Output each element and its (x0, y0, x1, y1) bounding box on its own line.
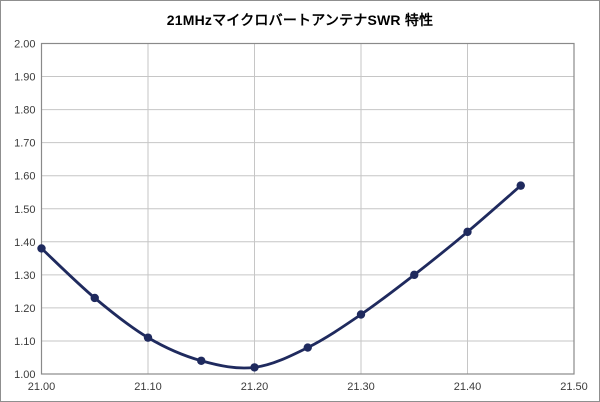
data-point-marker (410, 270, 419, 280)
series-line-swr (40, 184, 523, 370)
x-axis-tick-label: 21.40 (454, 381, 482, 393)
data-point-marker (250, 363, 259, 372)
x-axis-tick-label: 21.20 (241, 381, 269, 393)
x-axis-tick-label: 21.00 (28, 381, 56, 393)
y-axis-tick-label: 1.50 (14, 204, 35, 216)
y-axis-tick-label: 2.00 (14, 39, 35, 51)
data-point-marker (516, 181, 525, 190)
data-point-marker (303, 343, 312, 352)
data-point-marker (143, 333, 153, 342)
y-axis-tick-label: 1.60 (14, 171, 35, 183)
plot-border (40, 42, 575, 375)
y-axis-tick-label: 1.90 (14, 72, 35, 84)
y-axis-tick-label: 1.40 (14, 237, 35, 249)
data-point-marker (197, 356, 206, 365)
data-point-marker (356, 310, 366, 319)
x-axis-tick-label: 21.30 (347, 381, 375, 393)
x-axis-tick-label: 21.10 (134, 381, 162, 393)
y-axis-tick-label: 1.10 (14, 336, 35, 348)
y-axis-tick-label: 1.00 (14, 369, 35, 381)
data-point-marker (90, 293, 99, 303)
y-axis-tick-label: 1.70 (14, 138, 35, 150)
data-point-marker (37, 244, 46, 253)
data-point-marker (463, 227, 472, 237)
chart-title: 21MHzマイクロバートアンテナSWR 特性 (166, 12, 434, 28)
x-axis-tick-label: 21.50 (560, 381, 588, 393)
y-axis-tick-label: 1.80 (14, 105, 35, 117)
y-axis-tick-label: 1.20 (14, 303, 35, 315)
y-axis-tick-label: 1.30 (14, 270, 35, 282)
